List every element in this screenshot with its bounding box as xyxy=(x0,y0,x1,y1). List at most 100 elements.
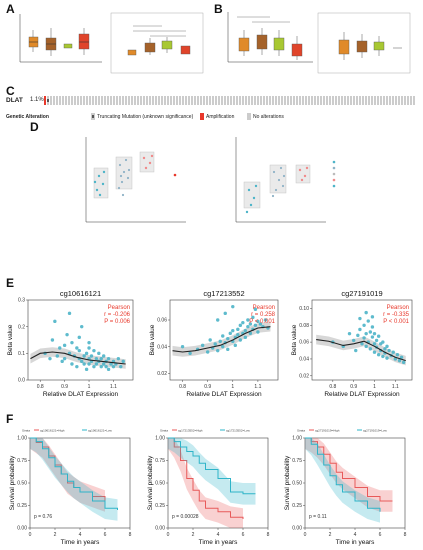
oncoprint-legend-0: Truncating Mutation (unknown significanc… xyxy=(97,114,194,120)
chart-e3-y-axis-label: Beta value xyxy=(291,324,298,355)
chart-e1-data-point xyxy=(84,351,89,356)
chart-f3-x-tick-label: 2 xyxy=(329,532,332,538)
chart-f2-legend-label: cg17213552=High xyxy=(178,429,203,433)
chart-e1-data-point xyxy=(84,367,89,372)
chart-f1-legend-title: Strata xyxy=(22,429,30,433)
chart-e3-data-point xyxy=(360,342,364,346)
chart-e2-data-point xyxy=(221,334,225,338)
chart-e1-title: cg10616121 xyxy=(60,289,101,298)
chart-e2-data-point xyxy=(231,304,235,309)
chart-e1-data-point xyxy=(82,354,86,358)
chart-e1-x-axis-label: Relative DLAT Expression xyxy=(43,391,119,398)
chart-e1-x-tick-label: 1 xyxy=(88,384,91,390)
chart-f3-y-tick-label: 0.00 xyxy=(292,526,302,532)
oncoprint-track xyxy=(44,96,416,105)
chart-e3-x-tick-label: 1.1 xyxy=(392,384,399,390)
chart-e2-data-point xyxy=(226,336,230,341)
chart-f2-legend-title: Strata xyxy=(160,429,168,433)
chart-f1-survival-curve-1 xyxy=(30,437,118,510)
chart-e3-data-point xyxy=(374,338,379,343)
chart-f3-x-axis-label: Time in years xyxy=(336,539,376,546)
chart-e3-data-point xyxy=(362,336,366,340)
chart-e2-title: cg17213552 xyxy=(203,289,244,298)
chart-e3-data-point xyxy=(356,333,360,338)
chart-e3-data-point xyxy=(397,358,402,363)
chart-e2-x-tick-label: 0.8 xyxy=(179,384,186,390)
chart-e3-data-point xyxy=(368,330,373,334)
boxplot-d-right xyxy=(235,137,336,223)
chart-f2-legend-label: cg17213552=Low xyxy=(226,429,251,433)
chart-f3-x-tick-label: 4 xyxy=(354,532,357,538)
chart-e1-data-point xyxy=(80,359,84,364)
chart-e1-data-point xyxy=(97,351,101,356)
chart-e1-data-point xyxy=(111,364,116,369)
chart-e2-x-tick-label: 1.1 xyxy=(254,384,261,390)
chart-e1-data-point xyxy=(62,343,67,348)
chart-e3-data-point xyxy=(364,310,368,315)
chart-f1-p-value: p = 0.76 xyxy=(34,514,52,520)
chart-e3-data-point xyxy=(364,331,368,336)
chart-e3-data-point xyxy=(383,347,387,351)
chart-e3-data-point xyxy=(370,335,375,339)
chart-e2-data-point xyxy=(233,343,238,348)
oncoprint-legend-2-swatch xyxy=(247,113,251,120)
chart-e1-data-point xyxy=(55,354,60,358)
chart-f1-x-tick-label: 4 xyxy=(79,532,82,538)
chart-e1-data-point xyxy=(101,354,106,358)
chart-e2-data-point xyxy=(241,320,245,325)
chart-e2-data-point xyxy=(251,315,255,320)
panel-label-a: A xyxy=(6,2,15,16)
chart-e1-data-point xyxy=(121,359,125,364)
panel-label-b: B xyxy=(214,2,223,16)
chart-e2-data-point xyxy=(180,344,185,349)
chart-e3-frame xyxy=(311,299,413,381)
chart-e1-data-point xyxy=(104,364,108,369)
chart-e3-data-point xyxy=(385,344,389,349)
chart-e2-data-point xyxy=(256,330,260,334)
chart-f3-survival-curve-0 xyxy=(305,437,393,502)
chart-e1-y-tick-label: 0.2 xyxy=(18,324,25,330)
chart-e2-data-point xyxy=(263,318,268,322)
chart-e1-data-point xyxy=(58,346,62,350)
chart-e1-data-point xyxy=(87,346,91,350)
chart-f2-p-value: p = 0.00028 xyxy=(172,514,199,520)
chart-e1-fit-line xyxy=(30,351,126,365)
chart-f2-y-tick-label: 0.25 xyxy=(155,503,165,509)
chart-f2-survival-curve-1 xyxy=(168,437,256,495)
chart-e2-data-point xyxy=(256,319,260,324)
boxplot-d-left xyxy=(85,137,186,223)
chart-e3-data-point xyxy=(370,325,375,329)
chart-e3-data-point xyxy=(387,348,391,353)
chart-e2-stat-line: Pearson xyxy=(253,305,275,311)
chart-f3-y-tick-label: 0.50 xyxy=(292,481,302,487)
chart-e3-data-point xyxy=(385,356,389,360)
panel-label-f: F xyxy=(6,412,14,426)
chart-e2-y-tick-label: 0.06 xyxy=(157,318,167,324)
chart-e2-data-point xyxy=(226,347,230,352)
chart-e1-data-point xyxy=(67,311,72,316)
chart-f2-x-tick-label: 2 xyxy=(192,532,195,538)
chart-e2-stat-line: P < 0.001 xyxy=(249,319,275,325)
chart-f1-x-tick-label: 2 xyxy=(54,532,57,538)
chart-e3-stat-line: P < 0.001 xyxy=(383,319,409,325)
chart-e3-fit-line xyxy=(316,339,406,362)
chart-f3-y-tick-label: 0.25 xyxy=(292,503,302,509)
chart-e2-data-point xyxy=(246,318,250,322)
chart-e3-x-tick-label: 1 xyxy=(373,384,376,390)
chart-e1-data-point xyxy=(109,362,113,366)
chart-e1-data-point xyxy=(87,362,91,366)
chart-e2-fit-line xyxy=(172,326,271,353)
chart-e2-data-point xyxy=(258,322,263,326)
chart-e2-data-point xyxy=(223,311,227,316)
oncoprint-row-label: Genetic Alteration xyxy=(6,114,49,120)
oncoprint-amp-mark xyxy=(44,96,46,105)
chart-e1-data-point xyxy=(92,364,96,369)
chart-e2-data-point xyxy=(218,339,222,344)
chart-e1-data-point xyxy=(62,356,67,361)
chart-e1-data-point xyxy=(75,346,79,350)
chart-e2-data-point xyxy=(248,322,253,326)
chart-e1-data-point xyxy=(60,359,64,364)
chart-e1-frame xyxy=(27,299,134,381)
chart-f3-p-value: p = 0.11 xyxy=(309,514,327,520)
